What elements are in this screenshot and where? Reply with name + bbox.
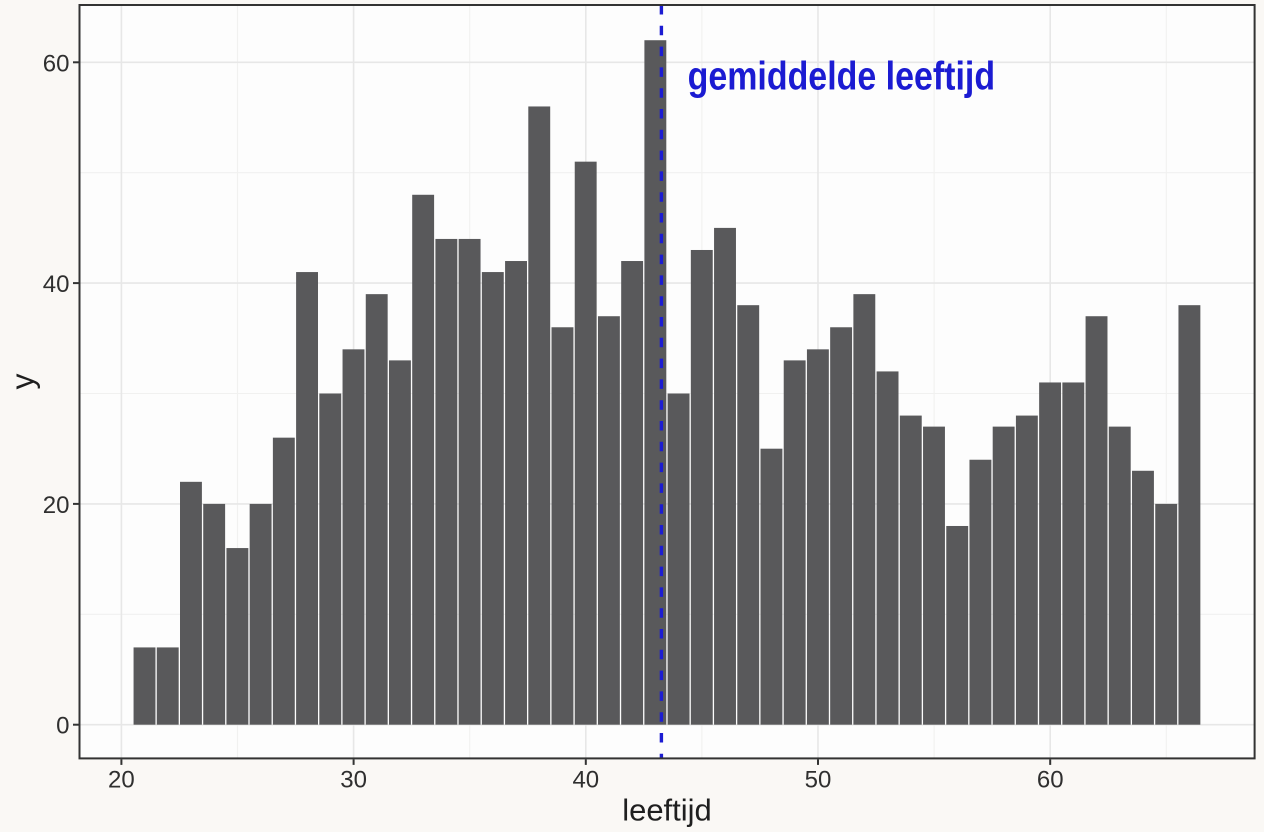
svg-text:y: y [5,374,41,390]
svg-text:gemiddelde leeftijd: gemiddelde leeftijd [688,54,996,98]
svg-text:50: 50 [805,767,832,794]
svg-text:20: 20 [43,492,70,519]
svg-text:40: 40 [572,767,599,794]
svg-text:0: 0 [56,713,69,740]
svg-text:leeftijd: leeftijd [622,793,712,828]
svg-text:30: 30 [340,767,367,794]
svg-text:20: 20 [108,767,135,794]
svg-text:60: 60 [43,50,70,77]
svg-text:60: 60 [1037,767,1064,794]
svg-text:40: 40 [43,271,70,298]
